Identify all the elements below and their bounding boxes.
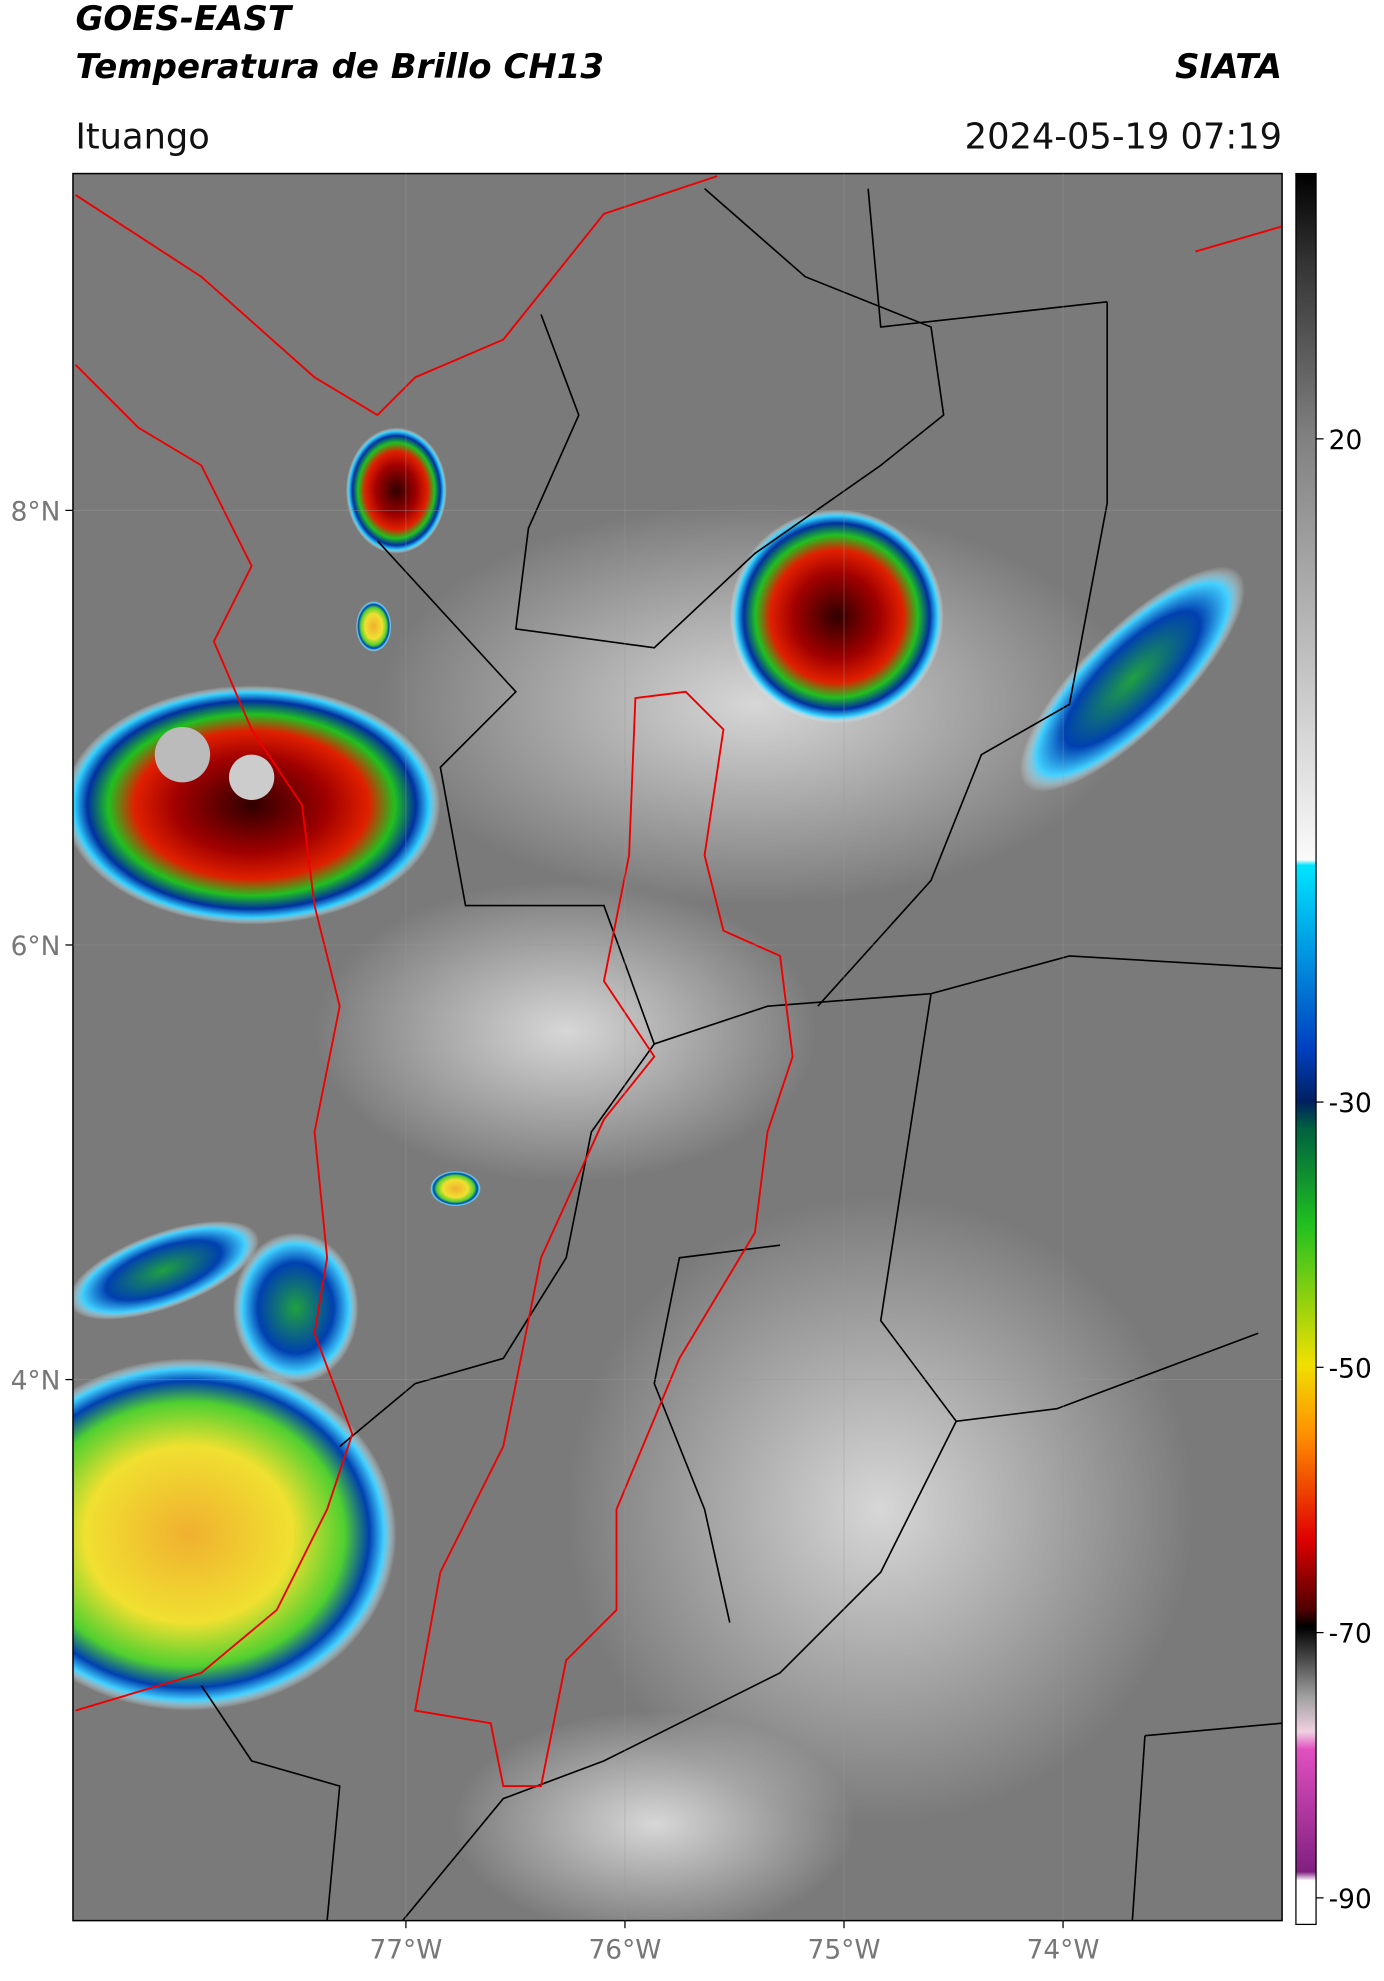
y-tick-label: 8°N: [11, 496, 61, 527]
region: Ituango: [75, 116, 209, 157]
x-tick-label: 75°W: [808, 1934, 881, 1965]
y-tick-label: 6°N: [11, 931, 61, 962]
subtitle: Temperatura de Brillo CH13: [75, 47, 604, 87]
datetime: 2024-05-19 07:19: [965, 116, 1282, 157]
colorbar-tick-label: 20: [1329, 425, 1363, 456]
x-tick-label: 76°W: [588, 1934, 661, 1965]
map-frame: [72, 172, 1283, 1922]
x-tick-label: 77°W: [369, 1934, 442, 1965]
x-tick-label: 74°W: [1027, 1934, 1100, 1965]
colorbar-tick-label: -70: [1329, 1619, 1372, 1650]
axis-ticks: 77°W 76°W 75°W 74°W 8°N 6°N 4°N 20 -30 -50 -70 -90: [11, 173, 1372, 1965]
source: SIATA: [1175, 47, 1282, 87]
y-tick-label: 4°N: [11, 1366, 61, 1397]
colorbar-tick-label: -50: [1329, 1353, 1372, 1384]
satellite-image: [72, 173, 1283, 1921]
colorbar-tick-label: -30: [1329, 1088, 1372, 1119]
title: GOES-EAST: [75, 0, 293, 39]
colorbar-tick-label: -90: [1329, 1884, 1372, 1915]
colorbar: [1295, 172, 1317, 1926]
